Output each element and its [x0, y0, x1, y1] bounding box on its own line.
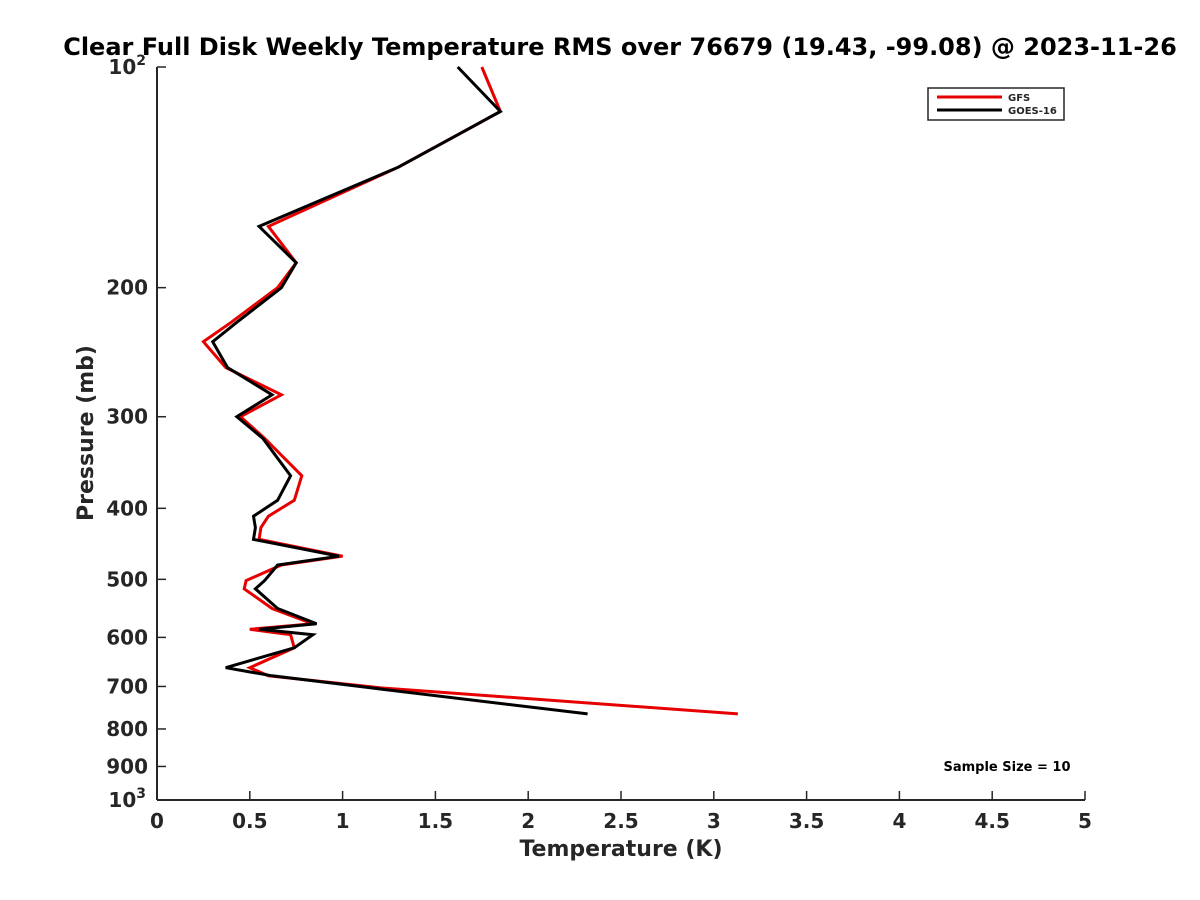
x-ticks: 0 0.5 1 1.5 2 2.5 3 3.5 4 4.5 5: [150, 791, 1092, 833]
y-tick-label: 300: [106, 405, 148, 429]
plot-background: [157, 67, 1085, 800]
x-tick-label: 0: [150, 809, 164, 833]
y-tick-exponent: 3: [136, 786, 146, 802]
x-tick-label: 3: [707, 809, 721, 833]
legend: GFS GOES-16: [927, 87, 1065, 121]
y-tick-base: 10: [108, 788, 136, 812]
y-tick-label: 600: [106, 625, 148, 649]
x-axis-label: Temperature (K): [519, 837, 722, 862]
x-tick-label: 5: [1078, 809, 1092, 833]
series-line-goes-16: [210, 65, 588, 716]
plot-area: [157, 67, 1085, 800]
y-tick-base: 10: [108, 55, 136, 79]
series-line-gfs: [201, 66, 739, 716]
y-tick-label: 103: [108, 786, 146, 812]
y-tick-label: 500: [106, 567, 148, 591]
x-tick-label: 1: [336, 809, 350, 833]
legend-label: GFS: [1008, 93, 1030, 104]
y-tick-label: 900: [106, 754, 148, 778]
x-tick-label: 0.5: [232, 809, 267, 833]
x-tick-label: 4.5: [974, 809, 1009, 833]
y-tick-label: 800: [106, 717, 148, 741]
y-tick-label: 400: [106, 496, 148, 520]
x-tick-label: 2: [521, 809, 535, 833]
x-tick-label: 3.5: [789, 809, 824, 833]
sample-size-annotation: Sample Size = 10: [943, 760, 1070, 775]
chart-title: Clear Full Disk Weekly Temperature RMS o…: [63, 33, 1177, 61]
y-tick-label: 700: [106, 674, 148, 698]
x-tick-label: 2.5: [603, 809, 638, 833]
y-tick-exponent: 2: [136, 53, 146, 69]
y-tick-label: 102: [108, 53, 146, 79]
y-axis-label: Pressure (mb): [74, 345, 99, 521]
x-tick-label: 4: [892, 809, 906, 833]
series-layer: [201, 65, 739, 716]
y-tick-label: 200: [106, 276, 148, 300]
x-tick-label: 1.5: [418, 809, 453, 833]
legend-label: GOES-16: [1008, 106, 1057, 117]
legend-box: [927, 87, 1065, 121]
